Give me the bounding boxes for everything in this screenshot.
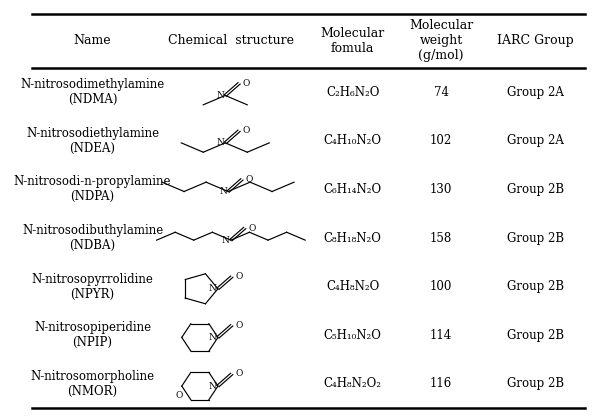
Text: 116: 116	[430, 377, 452, 390]
Text: 100: 100	[430, 280, 452, 293]
Text: O: O	[175, 392, 183, 400]
Text: N-nitrosodiethylamine
(NDEA): N-nitrosodiethylamine (NDEA)	[26, 127, 159, 155]
Text: C₄H₈N₂O₂: C₄H₈N₂O₂	[324, 377, 382, 390]
Text: N: N	[209, 382, 217, 390]
Text: C₂H₆N₂O: C₂H₆N₂O	[326, 86, 379, 99]
Text: N: N	[222, 236, 230, 245]
Text: C₅H₁₀N₂O: C₅H₁₀N₂O	[324, 329, 382, 342]
Text: Molecular
fomula: Molecular fomula	[320, 27, 385, 55]
Text: Group 2B: Group 2B	[507, 377, 564, 390]
Text: O: O	[245, 175, 253, 184]
Text: Group 2B: Group 2B	[507, 232, 564, 245]
Text: 114: 114	[430, 329, 452, 342]
Text: 74: 74	[433, 86, 449, 99]
Text: N-nitrosopyrrolidine
(NPYR): N-nitrosopyrrolidine (NPYR)	[31, 273, 153, 301]
Text: O: O	[243, 126, 250, 135]
Text: N-nitrosodibuthylamine
(NDBA): N-nitrosodibuthylamine (NDBA)	[22, 224, 163, 252]
Text: N: N	[209, 284, 217, 293]
Text: O: O	[243, 79, 250, 88]
Text: Chemical  structure: Chemical structure	[168, 34, 294, 47]
Text: Molecular
weight
(g/mol): Molecular weight (g/mol)	[409, 19, 473, 62]
Text: Name: Name	[74, 34, 111, 47]
Text: O: O	[235, 321, 243, 330]
Text: C₆H₁₄N₂O: C₆H₁₄N₂O	[324, 183, 382, 196]
Text: 130: 130	[430, 183, 452, 196]
Text: C₈H₁₈N₂O: C₈H₁₈N₂O	[324, 232, 382, 245]
Text: 158: 158	[430, 232, 452, 245]
Text: Group 2B: Group 2B	[507, 183, 564, 196]
Text: C₄H₈N₂O: C₄H₈N₂O	[326, 280, 379, 293]
Text: 102: 102	[430, 134, 452, 147]
Text: N: N	[216, 91, 224, 100]
Text: O: O	[235, 272, 243, 281]
Text: N-nitrosopiperidine
(NPIP): N-nitrosopiperidine (NPIP)	[34, 321, 151, 349]
Text: Group 2B: Group 2B	[507, 329, 564, 342]
Text: Group 2B: Group 2B	[507, 280, 564, 293]
Text: O: O	[248, 224, 256, 232]
Text: Group 2A: Group 2A	[507, 86, 564, 99]
Text: Group 2A: Group 2A	[507, 134, 564, 147]
Text: N-nitrosomorpholine
(NMOR): N-nitrosomorpholine (NMOR)	[31, 370, 155, 398]
Text: N-nitrosodimethylamine
(NDMA): N-nitrosodimethylamine (NDMA)	[21, 78, 165, 106]
Text: N-nitrosodi-n-propylamine
(NDPA): N-nitrosodi-n-propylamine (NDPA)	[14, 176, 171, 204]
Text: N: N	[209, 333, 217, 342]
Text: N: N	[216, 138, 224, 148]
Text: IARC Group: IARC Group	[497, 34, 574, 47]
Text: O: O	[235, 370, 243, 378]
Text: N: N	[219, 187, 227, 196]
Text: C₄H₁₀N₂O: C₄H₁₀N₂O	[324, 134, 382, 147]
